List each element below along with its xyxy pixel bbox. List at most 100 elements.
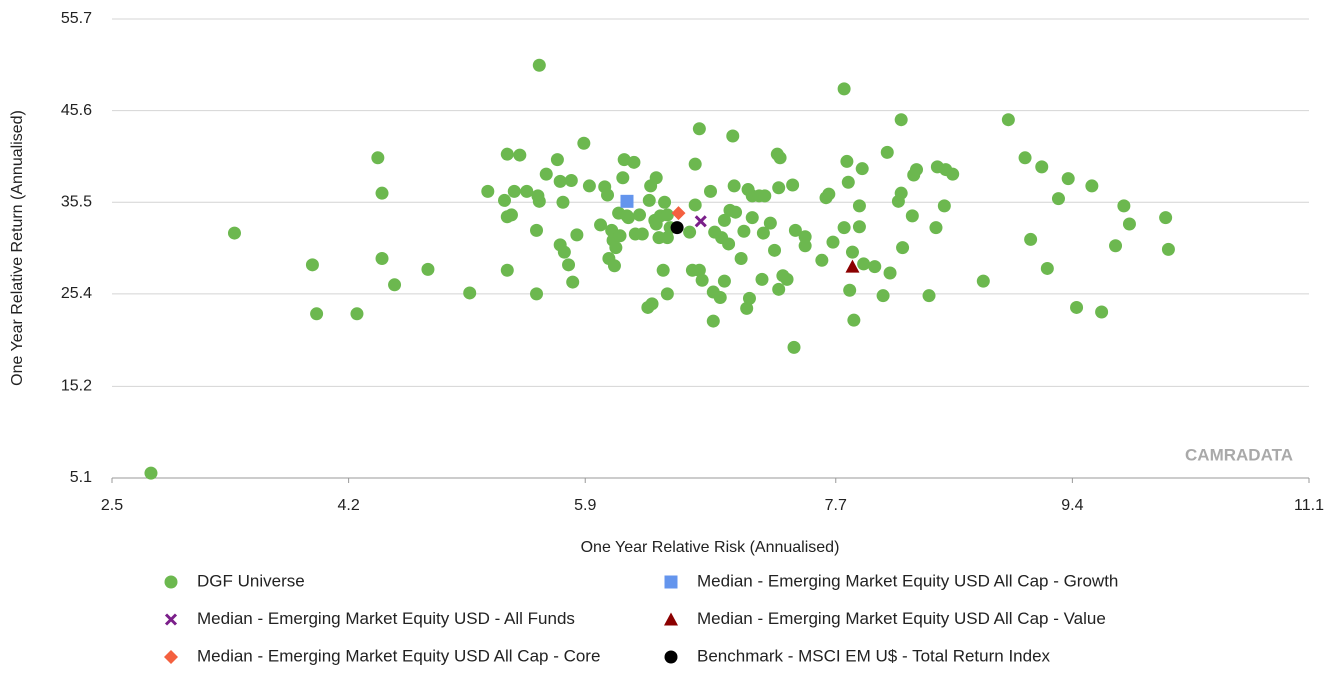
point [375,251,389,265]
y-tick-label: 35.5 [61,193,92,210]
point [500,147,514,161]
point [768,243,782,257]
point [227,226,241,240]
point [613,229,627,243]
legend-label: Median - Emerging Market Equity USD All … [697,571,1118,590]
point [550,153,564,167]
point [1070,300,1084,314]
point [504,208,518,222]
point [837,221,851,235]
point [421,262,435,276]
point [601,188,615,202]
y-tick-label: 15.2 [61,378,92,395]
point [1085,179,1099,193]
point [539,167,553,181]
point [507,184,521,198]
point [758,189,772,203]
point [532,58,546,72]
point [717,213,731,227]
point [880,145,894,159]
point [660,208,674,222]
point [852,199,866,213]
point [786,178,800,192]
point [562,258,576,272]
point [727,179,741,193]
point [621,211,635,225]
point [1095,305,1109,319]
point [649,171,663,185]
point [553,174,567,188]
point [557,245,571,259]
point [530,223,544,237]
point [706,314,720,328]
point [1035,160,1049,174]
point [500,263,514,277]
point [594,218,608,232]
watermark: CAMRADATA [1185,445,1293,464]
point [350,307,364,321]
x-tick-label: 7.7 [825,497,847,514]
x-tick-label: 2.5 [101,497,123,514]
point [620,194,634,208]
point [815,253,829,267]
point [855,162,869,176]
point [582,179,596,193]
point [1018,151,1032,165]
legend-label: Median - Emerging Market Equity USD All … [697,609,1106,628]
point [305,258,319,272]
point [607,259,621,273]
point [498,193,512,207]
point [627,155,641,169]
point [463,286,477,300]
point [894,186,908,200]
point [883,266,897,280]
point [694,215,707,228]
point [532,194,546,208]
point [740,301,754,315]
point [645,297,659,311]
point [609,241,623,255]
point [520,184,534,198]
point [704,184,717,198]
point [787,340,801,354]
point [772,282,786,296]
point [617,153,631,167]
point [845,245,859,259]
legend-label: DGF Universe [197,571,305,590]
point [660,231,674,245]
point [734,251,748,265]
x-tick-label: 9.4 [1061,497,1083,514]
point [1040,261,1054,275]
point [1001,113,1015,127]
point [896,241,910,255]
point [375,186,389,200]
point [756,226,770,240]
point [310,307,324,321]
point [688,157,702,171]
point [845,259,860,273]
point [530,287,544,301]
point [616,171,630,185]
point [894,113,908,127]
point [773,151,787,165]
point [670,221,684,235]
legend-marker [664,575,678,589]
point [726,129,740,143]
point [481,184,495,198]
point [570,228,584,242]
point [922,289,936,303]
point [688,198,702,212]
point [852,220,866,234]
y-tick-label: 5.1 [70,469,92,486]
point [564,173,578,187]
point [843,283,857,297]
legend-marker [164,613,178,626]
point [742,291,756,305]
point [798,230,812,244]
point [388,278,402,292]
point [1117,199,1131,213]
point [683,225,697,239]
point [717,274,731,288]
point [1051,192,1065,206]
